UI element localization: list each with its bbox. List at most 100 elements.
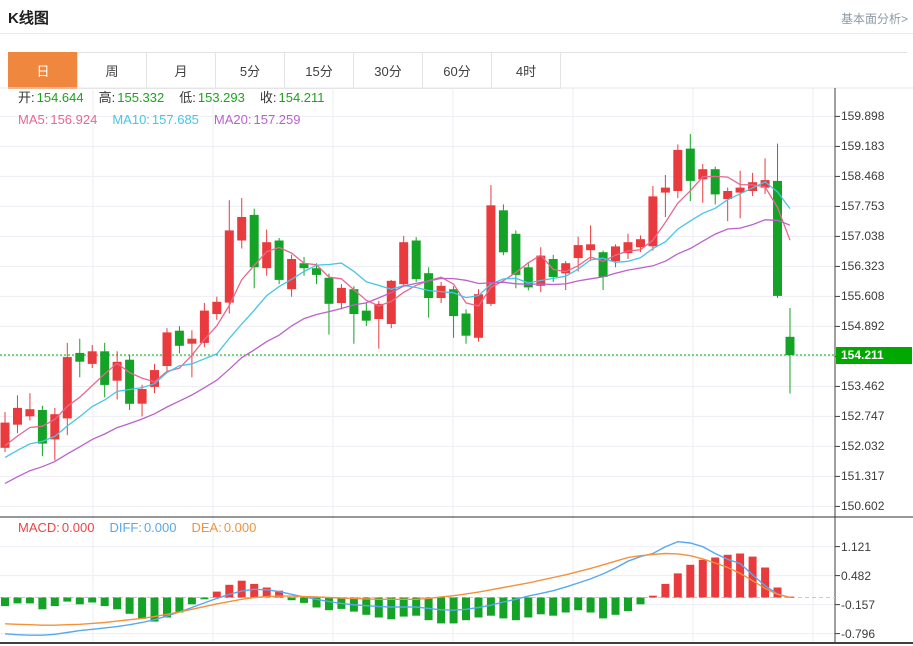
macd-hist-bar — [250, 583, 259, 598]
ohlc-open-label: 开: — [18, 90, 35, 105]
price-axis-label: 153.462 — [841, 379, 885, 393]
macd-hist-bar — [499, 597, 508, 619]
candle-body — [685, 148, 695, 181]
ohlc-close-label: 收: — [259, 90, 277, 105]
macd-macd-label: MACD: — [18, 520, 60, 535]
macd-dea-value: 0.000 — [223, 520, 257, 535]
macd-hist-bar — [586, 597, 595, 613]
candle-body — [748, 182, 758, 191]
candle-body — [125, 359, 135, 404]
macd-hist-bar — [325, 597, 333, 611]
macd-hist-bar — [38, 597, 47, 610]
candle-body — [598, 252, 608, 277]
candle-body — [386, 280, 396, 324]
ohlc-open-value: 154.644 — [36, 90, 84, 105]
dea-line — [4, 552, 791, 626]
candle-body — [299, 263, 309, 269]
candle-body — [735, 187, 745, 193]
candle-body — [760, 180, 770, 188]
candle-body — [474, 294, 483, 338]
macd-axis-label: -0.157 — [841, 598, 876, 612]
ma-ma5: MA5: 156.924 — [18, 112, 97, 128]
candle-body — [636, 239, 645, 248]
ma-ma20-label: MA20: — [213, 112, 252, 127]
candle-body — [274, 240, 284, 280]
fundamental-analysis-link[interactable]: 基本面分析> — [840, 12, 908, 26]
candle-body — [287, 259, 297, 290]
period-tab-4时[interactable]: 4时 — [491, 52, 561, 89]
price-axis-label: 156.323 — [841, 259, 885, 273]
ohlc-high-label: 高: — [98, 90, 116, 105]
period-tab-月[interactable]: 月 — [146, 52, 216, 89]
candle-body — [112, 361, 122, 381]
macd-hist-bar — [686, 564, 695, 598]
macd-hist-bar — [75, 597, 84, 605]
ma5-line — [4, 175, 791, 447]
macd-hist-bar — [200, 597, 209, 600]
macd-hist-bar — [387, 597, 396, 620]
macd-hist-bar — [237, 580, 246, 598]
macd-hist-bar — [125, 597, 134, 614]
macd-hist-bar — [287, 597, 296, 601]
candle-body — [75, 352, 85, 362]
macd-hist-bar — [25, 597, 34, 604]
macd-hist-bar — [723, 554, 732, 598]
macd-hist-bar — [748, 556, 757, 598]
macd-diff: DIFF: 0.000 — [109, 520, 176, 536]
candle-body — [237, 217, 247, 241]
candle-body — [424, 273, 434, 298]
period-tab-bar: 日周月 5分 15分 30分 60分 4时 — [8, 52, 907, 89]
ma-ma10-value: 157.685 — [151, 112, 199, 127]
candle-body — [611, 246, 620, 262]
period-tab-日[interactable]: 日 — [8, 52, 78, 89]
ma-ma10-label: MA10: — [112, 112, 150, 127]
candle-body — [361, 310, 371, 321]
ohlc-low-label: 低: — [179, 90, 196, 105]
ma20-line — [4, 219, 791, 484]
candle-body — [212, 301, 222, 314]
candle-body — [25, 409, 35, 417]
candle-body — [162, 332, 172, 366]
macd-hist-bar — [648, 595, 657, 598]
candle-body — [336, 287, 346, 303]
period-tab-60分[interactable]: 60分 — [422, 52, 492, 89]
page-title: K线图 — [8, 10, 49, 27]
ma-ma20: MA20: 157.259 — [214, 112, 301, 128]
macd-hist-bar — [524, 597, 533, 618]
macd-hist-bar — [599, 597, 608, 619]
candle-body — [411, 240, 421, 280]
ohlc-low: 低: 153.293 — [179, 90, 245, 106]
ma-ma5-label: MA5: — [18, 112, 49, 127]
macd-hist-bar — [187, 597, 196, 605]
ohlc-info-row: 开: 154.644 高: 155.332 低: 153.293 收: 154.211 — [18, 90, 340, 106]
macd-axis-label: 1.121 — [841, 540, 872, 554]
period-tab-15分[interactable]: 15分 — [284, 52, 354, 89]
candle-body — [648, 196, 658, 247]
period-tab-5分[interactable]: 5分 — [215, 52, 285, 89]
ohlc-close-value: 154.211 — [278, 90, 325, 105]
candle-body — [586, 244, 596, 251]
price-axis-label: 157.038 — [841, 229, 885, 243]
macd-hist-bar — [673, 573, 682, 598]
candle-body — [62, 357, 72, 419]
macd-hist-bar — [212, 591, 221, 598]
macd-hist-bar — [88, 597, 97, 603]
price-axis-label: 159.898 — [841, 109, 885, 123]
price-axis-label: 150.602 — [841, 499, 885, 513]
macd-hist-bar — [624, 597, 632, 612]
macd-hist-bar — [561, 597, 570, 613]
macd-hist-bar — [611, 597, 620, 615]
ohlc-close: 收: 154.211 — [260, 90, 325, 106]
macd-hist-bar — [549, 597, 558, 616]
macd-hist-bar — [63, 597, 72, 602]
candle-body — [262, 242, 272, 269]
ohlc-low-value: 153.293 — [197, 90, 245, 105]
macd-macd-value: 0.000 — [61, 520, 95, 535]
candle-body — [187, 338, 197, 344]
candle-body — [249, 214, 259, 268]
macd-hist-bar — [761, 567, 770, 598]
candle-body — [137, 389, 147, 404]
macd-hist-bar — [636, 597, 645, 605]
macd-hist-bar — [374, 597, 383, 618]
